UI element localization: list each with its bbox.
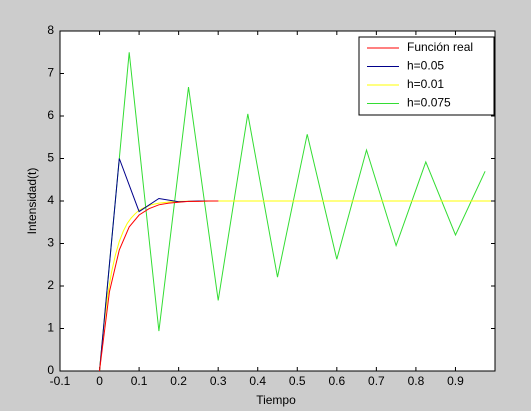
y-tick-label: 3 [47,236,54,250]
x-tick-label: 0.7 [368,374,385,388]
y-tick-label: 6 [47,108,54,122]
legend-label: Función real [407,40,473,54]
y-tick-label: 4 [47,193,54,207]
x-tick-label: 0.8 [408,374,425,388]
x-tick-label: -0.1 [50,374,71,388]
y-tick-label: 0 [47,363,54,377]
y-tick-label: 2 [47,278,54,292]
y-tick-label: 7 [47,66,54,80]
legend-label: h=0.075 [407,96,451,110]
y-tick-label: 1 [47,321,54,335]
legend-label: h=0.01 [407,77,444,91]
series-line [99,200,219,372]
x-tick-label: 0.1 [131,374,148,388]
series-line [99,52,486,372]
x-tick-label: 0.6 [328,374,345,388]
legend-label: h=0.05 [407,59,444,73]
legend-box [358,36,495,116]
x-tick-label: 0.5 [289,374,306,388]
x-tick-label: 0.9 [447,374,464,388]
x-tick-label: 0.4 [249,374,266,388]
y-axis-label: Intensidad(t) [25,168,39,235]
x-tick-label: 0 [96,374,103,388]
x-tick-label: 0.3 [210,374,227,388]
x-tick-label: 0.2 [170,374,187,388]
y-tick-label: 8 [47,23,54,37]
x-axis-label: Tiempo [256,393,296,407]
y-tick-label: 5 [47,151,54,165]
